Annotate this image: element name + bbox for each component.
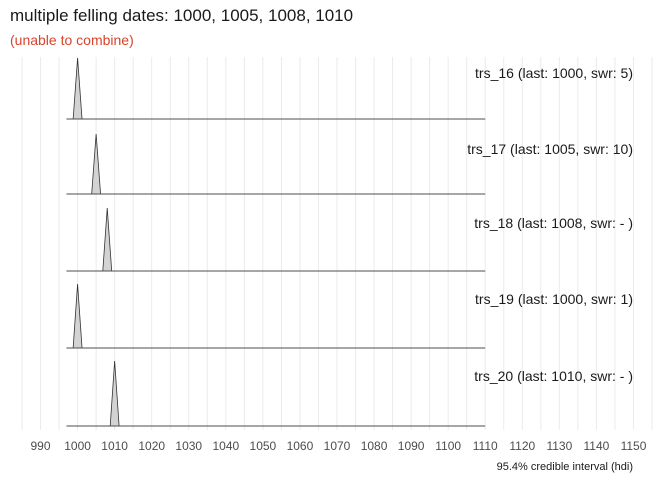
x-tick-label: 1020 <box>138 439 165 453</box>
density-peak-trs_18 <box>102 207 113 272</box>
density-peak-trs_19 <box>72 283 83 349</box>
panel-trs_18: trs_18 (last: 1008, swr: - ) <box>66 207 633 272</box>
x-tick-label: 1010 <box>101 439 128 453</box>
panel-trs_20: trs_20 (last: 1010, swr: - ) <box>66 360 633 427</box>
x-tick-label: 1110 <box>473 439 498 453</box>
x-tick-label: 990 <box>31 439 51 453</box>
x-tick-label: 1070 <box>324 439 351 453</box>
x-tick-label: 1140 <box>584 439 610 453</box>
panel-label-trs_16: trs_16 (last: 1000, swr: 5) <box>475 65 633 81</box>
x-tick-label: 1060 <box>287 439 314 453</box>
panel-trs_17: trs_17 (last: 1005, swr: 10) <box>66 133 633 195</box>
density-peak-trs_20 <box>109 360 120 427</box>
panel-trs_19: trs_19 (last: 1000, swr: 1) <box>66 283 633 349</box>
x-tick-label: 1100 <box>435 439 461 453</box>
x-tick-label: 1090 <box>398 439 425 453</box>
x-tick-label: 1000 <box>64 439 91 453</box>
x-axis-ticks: 990 1000 1010 1020 1030 1040 1050 1060 1070 1080 1… <box>31 439 647 453</box>
x-axis-title: 95.4% credible interval (hdi) <box>497 461 633 473</box>
x-tick-label: 1120 <box>509 439 535 453</box>
panel-label-trs_19: trs_19 (last: 1000, swr: 1) <box>475 291 633 307</box>
x-tick-label: 1150 <box>621 439 647 453</box>
panel-trs_16: trs_16 (last: 1000, swr: 5) <box>66 57 633 120</box>
x-tick-label: 1130 <box>546 439 572 453</box>
panel-label-trs_20: trs_20 (last: 1010, swr: - ) <box>474 368 633 384</box>
x-tick-label: 1050 <box>250 439 277 453</box>
panel-label-trs_17: trs_17 (last: 1005, swr: 10) <box>467 141 633 157</box>
x-tick-label: 1080 <box>361 439 388 453</box>
density-peak-trs_16 <box>72 57 83 120</box>
density-panels: trs_16 (last: 1000, swr: 5) trs_17 (last:… <box>66 57 633 427</box>
density-peak-trs_17 <box>91 133 101 195</box>
x-tick-label: 1030 <box>175 439 202 453</box>
x-tick-label: 1040 <box>212 439 239 453</box>
chart-title: multiple felling dates: 1000, 1005, 1008… <box>10 6 354 25</box>
panel-label-trs_18: trs_18 (last: 1008, swr: - ) <box>474 215 633 231</box>
chart-subtitle: (unable to combine) <box>10 32 134 48</box>
